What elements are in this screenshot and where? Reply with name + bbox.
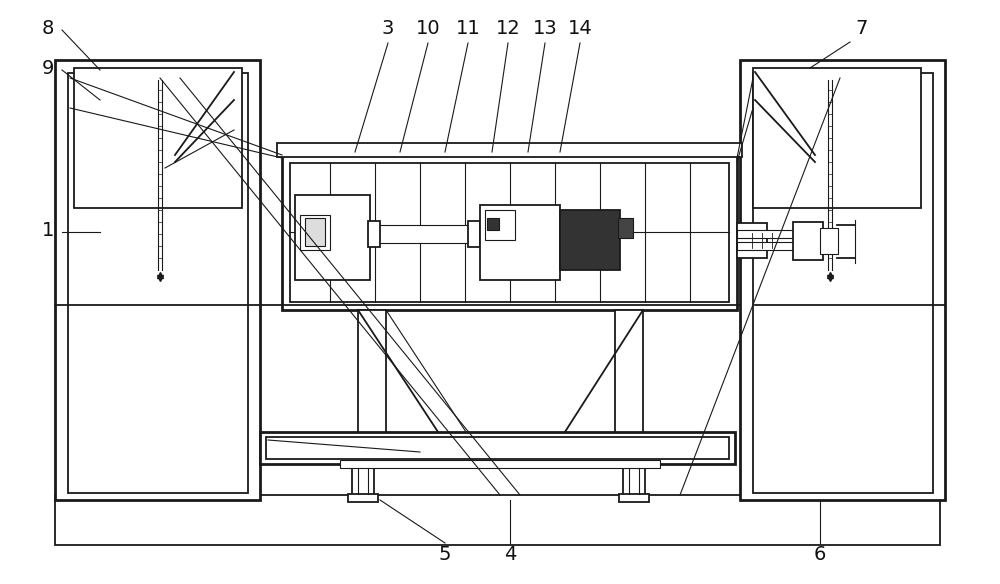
Bar xyxy=(487,218,499,230)
Bar xyxy=(277,143,742,157)
Bar xyxy=(55,495,940,545)
Bar xyxy=(68,73,248,493)
Bar xyxy=(290,163,729,302)
Bar xyxy=(368,221,380,247)
Bar xyxy=(615,310,643,435)
Text: 7: 7 xyxy=(856,19,868,37)
Bar xyxy=(793,222,823,260)
Bar xyxy=(560,210,620,270)
Text: 1: 1 xyxy=(42,221,54,239)
Bar xyxy=(737,242,797,250)
Text: 10: 10 xyxy=(416,19,440,37)
Bar xyxy=(340,460,660,468)
Bar xyxy=(74,68,242,208)
Bar xyxy=(737,223,767,258)
Bar xyxy=(260,432,735,464)
Bar xyxy=(485,210,515,240)
Bar xyxy=(358,310,386,435)
Bar xyxy=(619,494,649,502)
Text: 14: 14 xyxy=(568,19,592,37)
Bar xyxy=(753,73,933,493)
Bar xyxy=(740,60,945,500)
Text: 12: 12 xyxy=(496,19,520,37)
Bar xyxy=(737,230,797,238)
Text: 9: 9 xyxy=(42,58,54,78)
Bar xyxy=(266,437,729,459)
Text: 11: 11 xyxy=(456,19,480,37)
Bar xyxy=(468,221,480,247)
Bar xyxy=(55,60,260,500)
Bar xyxy=(623,464,645,496)
Bar xyxy=(300,215,330,250)
Text: 6: 6 xyxy=(814,545,826,565)
Text: 8: 8 xyxy=(42,19,54,37)
Text: 4: 4 xyxy=(504,545,516,565)
Text: 3: 3 xyxy=(382,19,394,37)
Bar xyxy=(305,218,325,246)
Bar xyxy=(820,228,838,254)
Bar xyxy=(282,155,737,310)
Bar xyxy=(295,195,370,280)
Text: 13: 13 xyxy=(533,19,557,37)
Bar xyxy=(370,225,470,243)
Bar xyxy=(348,494,378,502)
Bar xyxy=(480,205,560,280)
Bar xyxy=(753,68,921,208)
Bar xyxy=(618,218,633,238)
Text: 5: 5 xyxy=(439,545,451,565)
Bar xyxy=(352,464,374,496)
